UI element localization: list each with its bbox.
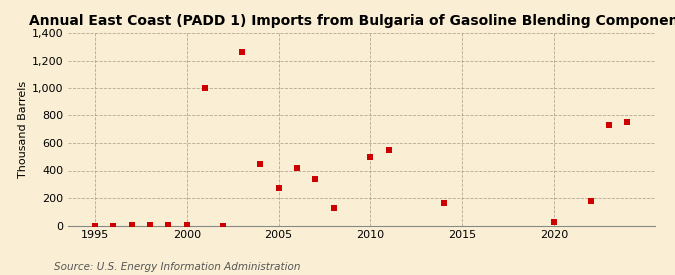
- Point: [126, 223, 137, 227]
- Point: [548, 220, 559, 224]
- Point: [200, 86, 211, 90]
- Point: [144, 223, 155, 227]
- Point: [163, 223, 174, 227]
- Point: [622, 119, 632, 124]
- Point: [108, 223, 119, 228]
- Y-axis label: Thousand Barrels: Thousand Barrels: [18, 81, 28, 178]
- Point: [273, 185, 284, 190]
- Point: [236, 50, 247, 54]
- Text: Source: U.S. Energy Information Administration: Source: U.S. Energy Information Administ…: [54, 262, 300, 272]
- Point: [254, 161, 265, 166]
- Point: [90, 223, 101, 228]
- Point: [328, 206, 339, 211]
- Point: [603, 123, 614, 127]
- Point: [365, 155, 376, 159]
- Point: [292, 166, 302, 170]
- Point: [310, 177, 321, 182]
- Point: [182, 223, 192, 227]
- Point: [585, 199, 596, 204]
- Point: [438, 200, 449, 205]
- Point: [218, 223, 229, 228]
- Title: Annual East Coast (PADD 1) Imports from Bulgaria of Gasoline Blending Components: Annual East Coast (PADD 1) Imports from …: [29, 14, 675, 28]
- Point: [383, 148, 394, 152]
